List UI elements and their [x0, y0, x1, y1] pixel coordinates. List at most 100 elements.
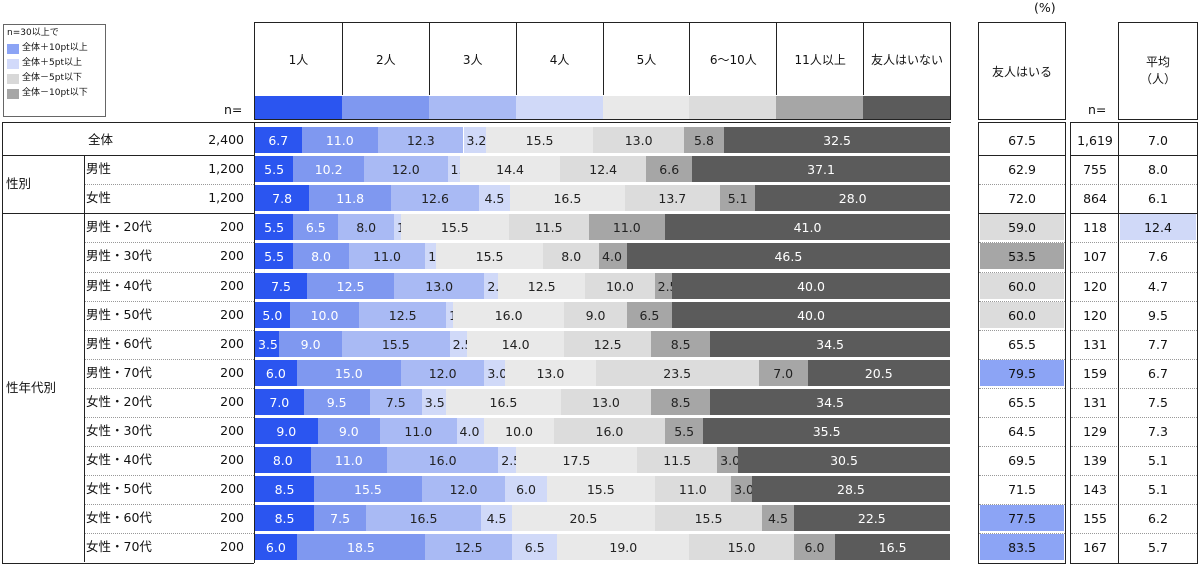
bar-value-label: 8.0 — [311, 249, 331, 265]
bar-value-label: 12.5 — [336, 278, 365, 294]
row-divider — [1071, 504, 1197, 506]
bar-value-label: 41.0 — [793, 220, 822, 236]
row-label: 女性・30代 — [86, 423, 152, 438]
bar-segment: 35.5 — [703, 418, 950, 445]
bar-segment: 11.5 — [508, 214, 589, 241]
bar-segment: 11.0 — [380, 418, 457, 445]
bar-segment: 12.0 — [364, 156, 448, 183]
row-n: 200 — [220, 393, 244, 409]
row-divider — [979, 533, 1065, 535]
table-row: 男性・70代 200 6.0 15.0 12.0 3.0 13.0 23.5 7.0 20.5 79… — [0, 358, 1200, 388]
bar-segment: 9.0 — [279, 330, 342, 357]
bar-value-label: 10.0 — [310, 307, 339, 323]
has-friends-value: 65.5 — [1008, 394, 1036, 410]
right-n-header: n= — [1088, 102, 1107, 117]
bar-segment: 7.5 — [314, 505, 367, 532]
row-divider — [979, 417, 1065, 418]
bar-value-label: 13.7 — [658, 191, 687, 207]
bar-value-label: 11.0 — [373, 249, 401, 265]
category-swatch — [689, 96, 777, 119]
bar-segment: 2.5 — [449, 330, 472, 357]
bar-value-label: 12.0 — [449, 482, 478, 498]
bar-value-label: 7.5 — [385, 394, 406, 410]
bar-segment: 6.0 — [505, 476, 547, 503]
bar-value-label: 8.0 — [272, 453, 293, 469]
bar-value-label: 6.5 — [524, 540, 545, 556]
frame-line — [1065, 122, 1066, 563]
row-divider — [84, 387, 254, 389]
group-rule — [1070, 122, 1198, 123]
row-divider — [1071, 446, 1197, 448]
frame-line — [84, 155, 85, 563]
bar-segment: 22.5 — [793, 505, 950, 532]
row-n: 200 — [220, 219, 244, 235]
bar-value-label: 23.5 — [663, 365, 692, 381]
category-swatch — [515, 96, 603, 119]
bar-value-label: 15.0 — [727, 540, 756, 556]
bar-segment: 23.5 — [595, 359, 759, 386]
has-friends-value: 72.0 — [1008, 191, 1036, 207]
bar-value-label: 9.5 — [326, 394, 347, 410]
bar-segment: 4.0 — [599, 243, 627, 270]
bar-segment: 9.0 — [255, 418, 318, 445]
bar-value-label: 8.5 — [670, 394, 691, 410]
bar-value-label: 11.8 — [336, 191, 365, 207]
bar-segment: 5.5 — [255, 243, 294, 270]
row-label: 男性・60代 — [86, 335, 152, 351]
group-rule — [978, 213, 1066, 215]
has-friends-value: 83.5 — [980, 534, 1064, 561]
bar-value-label: 34.5 — [816, 336, 845, 352]
row-n: 200 — [220, 364, 244, 380]
bar-value-label: 4.0 — [459, 424, 480, 439]
table-row: 女性・60代 200 8.5 7.5 16.5 4.5 20.5 15.5 4.5 22.5 77.… — [0, 504, 1200, 533]
bar-value-label: 13.0 — [536, 365, 565, 381]
bar-segment: 6.5 — [293, 214, 339, 241]
bar-value-label: 15.5 — [440, 220, 469, 236]
bar-segment: 1.8 — [447, 156, 470, 183]
average-value: 5.1 — [1148, 482, 1168, 498]
row-label: 女性 — [86, 190, 112, 206]
bar-value-label: 6.0 — [516, 482, 536, 498]
has-friends-value: 60.0 — [980, 301, 1064, 328]
row-label: 男性・40代 — [86, 277, 152, 293]
bar-segment: 15.0 — [296, 359, 401, 386]
bar-value-label: 16.0 — [494, 307, 523, 323]
table-row: 男性・50代 200 5.0 10.0 12.5 1.0 16.0 9.0 6.5 40.0 60.… — [0, 300, 1200, 330]
bar-segment: 13.0 — [505, 359, 596, 386]
bar-value-label: 11.5 — [663, 453, 692, 469]
bar-segment: 3.2 — [463, 127, 486, 154]
row-divider — [979, 242, 1065, 244]
row-divider — [84, 329, 254, 331]
bar-value-label: 5.5 — [264, 220, 285, 236]
bar-value-label: 30.5 — [830, 453, 858, 469]
frame-line — [254, 122, 255, 563]
bar-segment: 3.5 — [421, 388, 447, 415]
right-n-value: 120 — [1083, 278, 1107, 294]
bar-segment: 15.0 — [689, 534, 794, 561]
bar-segment: 11.0 — [310, 447, 388, 474]
row-n: 200 — [220, 452, 244, 468]
average-header-unit: （人） — [1139, 72, 1176, 86]
bar-value-label: 8.0 — [561, 249, 582, 265]
bar-value-label: 3.0 — [720, 453, 741, 469]
bar-segment: 11.0 — [654, 476, 732, 503]
bar-value-label: 10.0 — [605, 278, 634, 294]
bar-segment: 6.5 — [626, 301, 672, 328]
bar-segment: 6.0 — [793, 534, 836, 561]
group-rule — [2, 122, 254, 123]
bar-value-label: 6.6 — [659, 162, 680, 178]
row-divider — [84, 533, 254, 535]
bar-segment: 4.0 — [456, 418, 485, 445]
bar-segment: 3.0 — [731, 476, 754, 503]
bar-value-label: 6.7 — [268, 133, 289, 148]
bar-segment: 5.0 — [255, 301, 290, 328]
bar-segment: 15.5 — [435, 243, 544, 270]
category-swatch — [255, 96, 342, 119]
bar-segment: 12.5 — [359, 301, 447, 328]
category-header: 5人 — [602, 23, 690, 95]
table-row: 女性 1,200 7.8 11.8 12.6 4.5 16.5 13.7 5.1 28.0 72.0… — [0, 184, 1200, 213]
row-divider — [1071, 417, 1197, 418]
bar-segment: 32.5 — [724, 127, 950, 154]
has-friends-value: 60.0 — [980, 272, 1064, 299]
bar-value-label: 16.5 — [409, 511, 438, 527]
